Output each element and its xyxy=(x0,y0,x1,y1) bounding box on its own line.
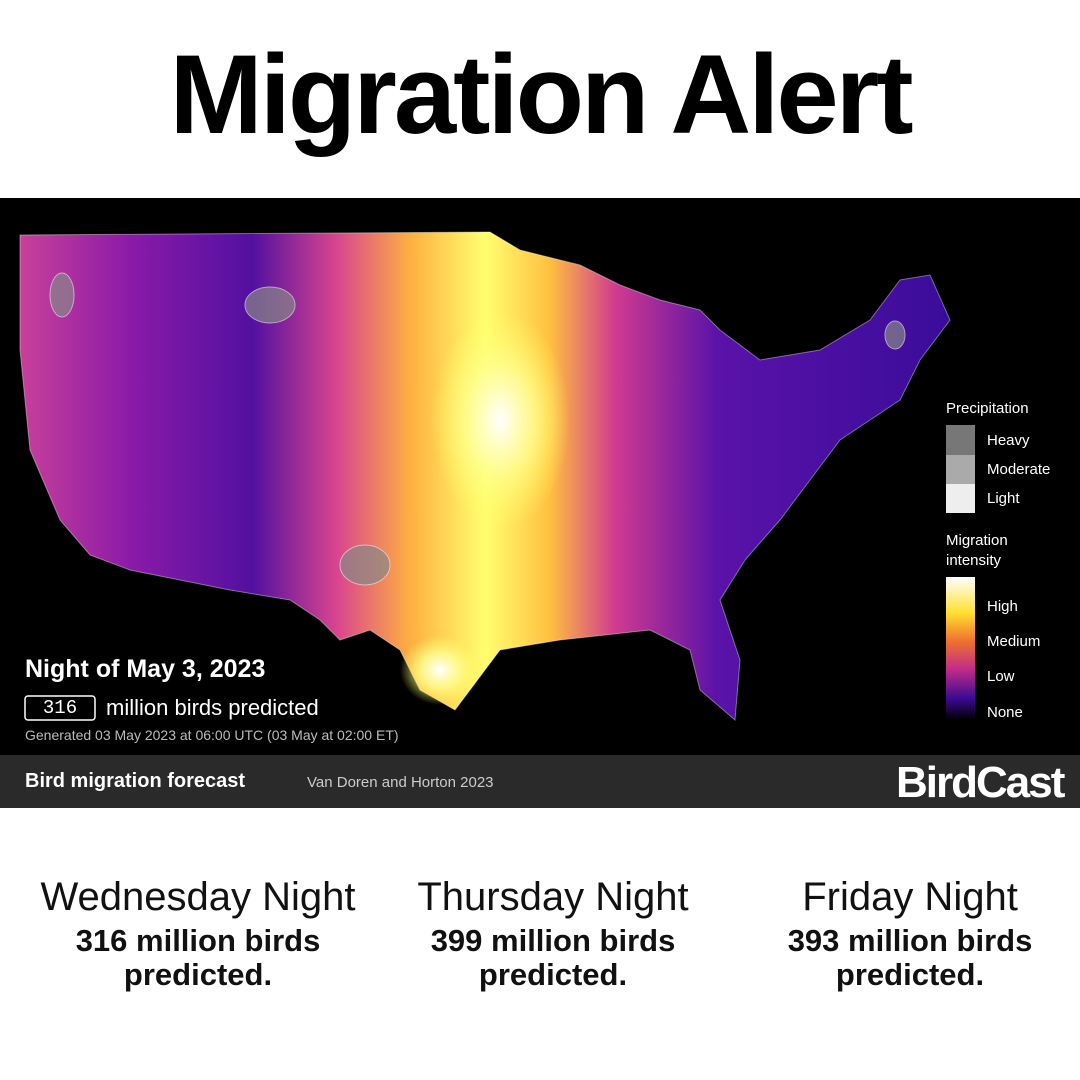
bird-count: 316 xyxy=(42,697,78,719)
us-map xyxy=(19,231,975,722)
map-panel xyxy=(0,198,1080,755)
legend-item: Heavy xyxy=(987,432,1030,449)
forecast-day: Wednesday Night xyxy=(40,875,356,919)
forecast-day: Thursday Night xyxy=(417,875,689,919)
forecast: Friday Night 393 million birds predicted… xyxy=(730,875,1080,992)
legend-title: Migration intensity xyxy=(946,532,1008,569)
forecast-text: 393 million birds predicted. xyxy=(787,923,1033,992)
legend-item: Moderate xyxy=(987,461,1051,478)
forecast: Wednesday Night 316 million birds predic… xyxy=(18,875,378,992)
footer-bar xyxy=(0,755,1080,808)
brand: BirdCast xyxy=(896,758,1065,807)
footer-title: Bird migration forecast xyxy=(25,770,246,792)
page-title: Migration Alert xyxy=(169,32,913,157)
legend-title: Precipitation xyxy=(946,400,1029,417)
legend-item: High xyxy=(987,598,1018,615)
legend-item: Low xyxy=(987,668,1015,685)
legend-item: Medium xyxy=(987,633,1041,650)
night-label: Night of May 3, 2023 xyxy=(25,655,266,683)
generated-note: Generated 03 May 2023 at 06:00 UTC (03 M… xyxy=(25,727,399,743)
count-text: million birds predicted xyxy=(106,695,319,720)
forecast-day: Friday Night xyxy=(802,875,1018,919)
forecast-text: 316 million birds predicted. xyxy=(75,923,321,992)
forecast: Thursday Night 399 million birds predict… xyxy=(373,875,733,992)
footer-credit: Van Doren and Horton 2023 xyxy=(307,774,494,791)
legend-item: None xyxy=(987,704,1023,721)
legend-item: Light xyxy=(987,490,1020,507)
forecast-text: 399 million birds predicted. xyxy=(430,923,676,992)
